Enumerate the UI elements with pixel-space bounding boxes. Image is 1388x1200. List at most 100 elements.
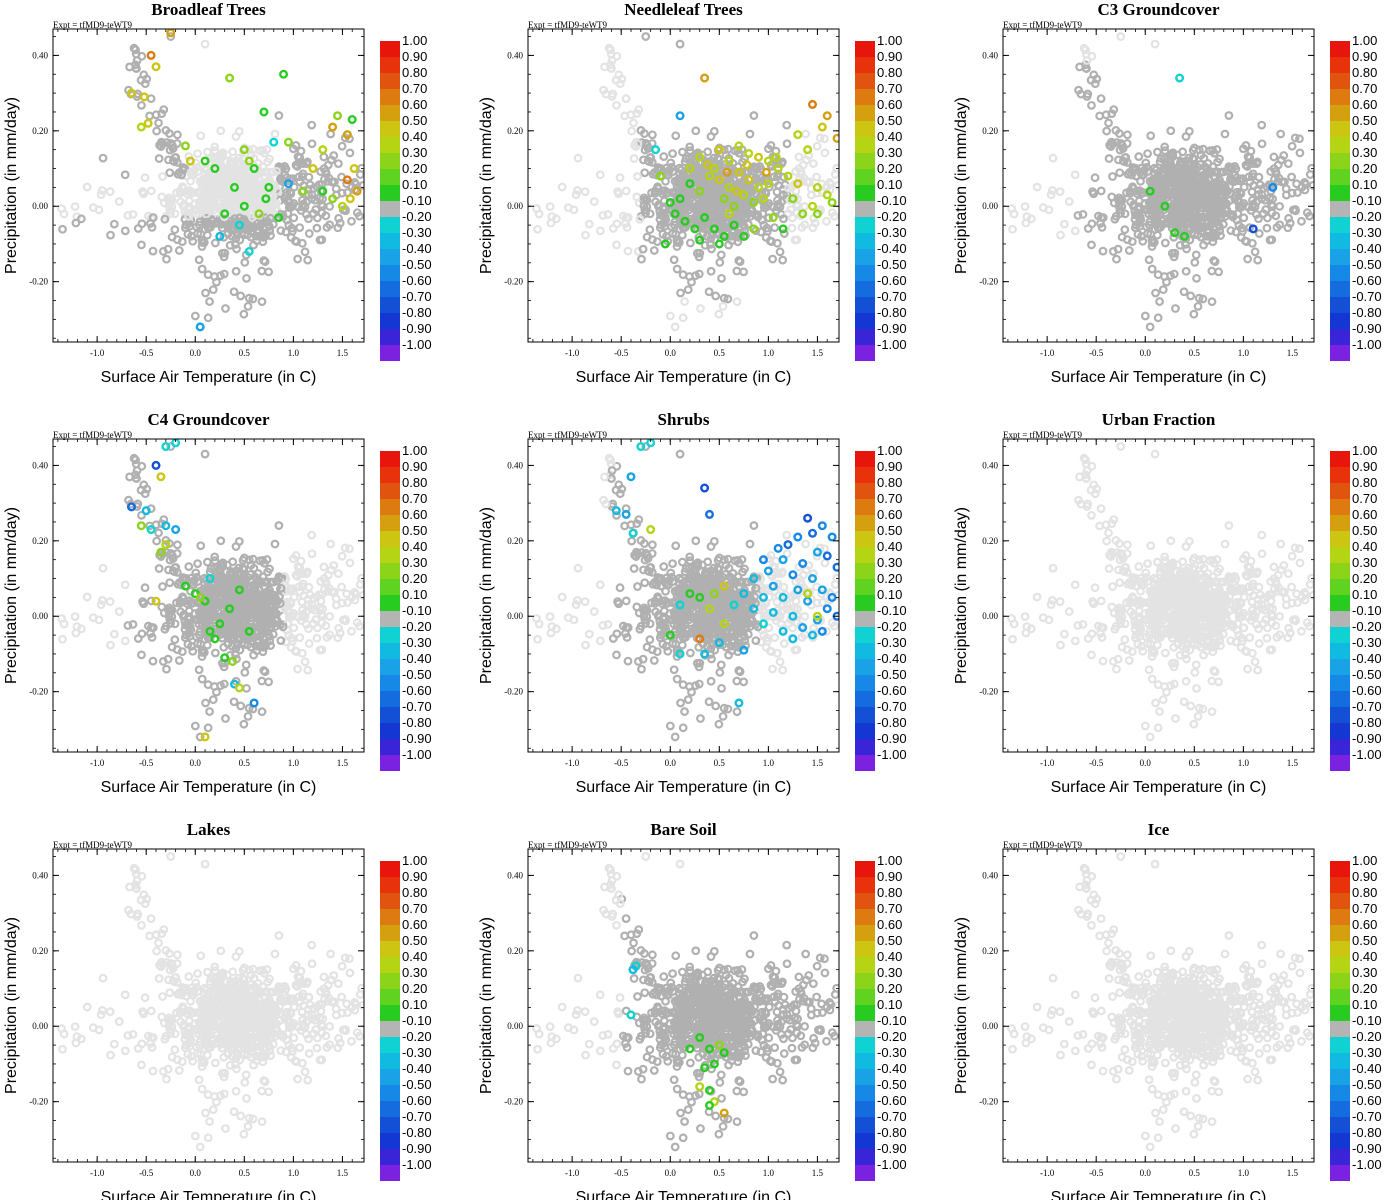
background-point xyxy=(1128,165,1138,175)
background-point xyxy=(96,190,106,200)
background-point xyxy=(240,257,250,267)
colorbar-swatch xyxy=(1330,249,1350,265)
background-point xyxy=(244,145,254,155)
background-point xyxy=(1171,176,1181,185)
colorbar-label: -0.70 xyxy=(402,289,432,304)
background-point xyxy=(1257,139,1267,149)
background-point xyxy=(691,271,700,281)
background-point xyxy=(247,212,257,222)
data-point xyxy=(215,231,225,241)
background-point xyxy=(109,629,119,639)
background-point xyxy=(249,172,259,182)
colorbar-swatch xyxy=(855,297,875,313)
colorbar-label: -0.20 xyxy=(1352,209,1382,224)
data-point xyxy=(143,118,153,128)
background-point xyxy=(1212,145,1222,154)
background-point xyxy=(714,155,724,165)
background-point xyxy=(333,159,343,169)
data-point xyxy=(778,224,788,234)
colorbar-swatch xyxy=(1330,169,1350,185)
background-point xyxy=(603,209,613,219)
background-point xyxy=(82,182,92,192)
background-point xyxy=(685,142,695,152)
background-point xyxy=(1226,226,1236,236)
background-point xyxy=(1026,214,1036,224)
colorbar-swatch xyxy=(855,329,875,345)
background-point xyxy=(200,39,210,49)
background-point xyxy=(157,602,167,612)
background-point xyxy=(215,154,225,164)
colorbar-label: 0.50 xyxy=(877,113,902,128)
x-axis-label: Surface Air Temperature (in C) xyxy=(1051,369,1267,386)
data-point xyxy=(703,160,713,170)
background-point xyxy=(1199,240,1208,250)
background-point xyxy=(70,612,80,622)
background-point xyxy=(595,226,605,236)
background-point xyxy=(1222,166,1231,176)
background-point xyxy=(1277,177,1287,187)
background-point xyxy=(219,252,229,262)
background-point xyxy=(260,257,270,267)
background-point xyxy=(114,607,124,616)
colorbar-swatch xyxy=(380,185,400,201)
data-point xyxy=(136,521,146,531)
background-point xyxy=(773,202,782,212)
colorbar-label: -0.10 xyxy=(402,603,432,618)
background-point xyxy=(623,213,633,222)
background-point xyxy=(1237,223,1247,233)
background-point xyxy=(670,322,680,332)
data-point xyxy=(220,653,230,663)
points-layer xyxy=(532,32,839,332)
background-point xyxy=(351,179,361,189)
expt-label: Expt = tfMD9-teWT9 xyxy=(528,20,608,30)
background-point xyxy=(71,218,81,228)
x-tick-label: 1.0 xyxy=(763,348,775,358)
background-point xyxy=(533,224,542,234)
background-point xyxy=(1104,118,1113,128)
background-point xyxy=(342,179,352,189)
colorbar-swatch xyxy=(1330,201,1350,217)
background-point xyxy=(1086,75,1096,85)
background-point xyxy=(600,62,609,72)
background-point xyxy=(716,250,726,260)
colorbar-label: 0.20 xyxy=(402,571,427,586)
colorbar: 1.000.900.800.700.600.500.400.300.200.10… xyxy=(380,443,432,771)
background-point xyxy=(164,193,174,203)
background-point xyxy=(612,240,621,250)
background-point xyxy=(347,216,356,226)
background-point xyxy=(205,707,214,716)
background-point xyxy=(242,273,251,283)
data-point xyxy=(719,231,729,241)
background-point xyxy=(170,225,180,235)
x-tick-label: 1.0 xyxy=(288,348,300,358)
background-point xyxy=(304,624,313,634)
background-point xyxy=(613,187,623,197)
colorbar-label: 0.50 xyxy=(1352,113,1377,128)
data-point xyxy=(328,122,338,132)
background-point xyxy=(120,636,130,646)
background-point xyxy=(1111,126,1121,135)
data-point xyxy=(822,111,832,121)
background-point xyxy=(1287,141,1297,151)
background-point xyxy=(1155,297,1164,306)
background-point xyxy=(1153,147,1162,157)
background-point xyxy=(778,255,788,265)
background-point xyxy=(1181,188,1190,198)
background-point xyxy=(1210,257,1220,267)
background-point xyxy=(227,199,237,209)
data-point xyxy=(161,442,171,452)
background-point xyxy=(638,244,648,254)
background-point xyxy=(146,186,156,196)
colorbar-label: -0.90 xyxy=(1352,321,1382,336)
background-point xyxy=(1305,170,1314,179)
background-point xyxy=(766,141,776,150)
background-point xyxy=(1194,145,1204,155)
background-point xyxy=(1200,222,1209,231)
background-point xyxy=(1020,202,1030,212)
colorbar-label: 0.60 xyxy=(402,97,427,112)
background-point xyxy=(1160,142,1170,152)
colorbar-label: -0.30 xyxy=(1352,225,1382,240)
background-point xyxy=(719,145,729,155)
x-axis-label: Surface Air Temperature (in C) xyxy=(101,369,317,386)
